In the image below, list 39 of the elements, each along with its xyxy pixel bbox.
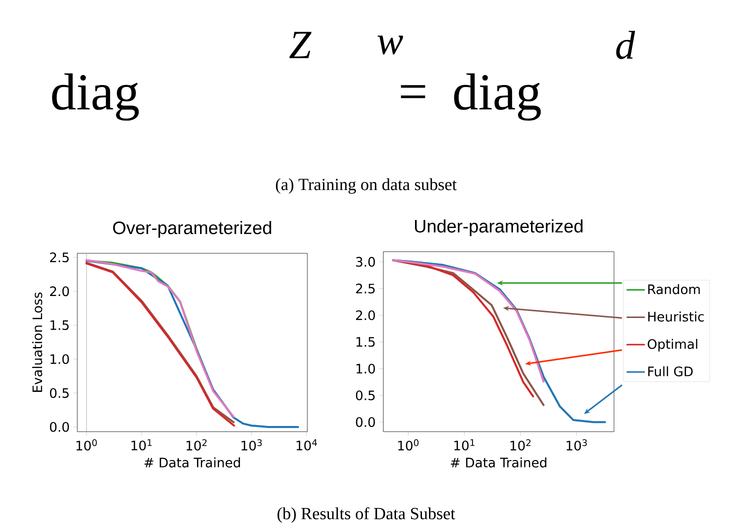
y-tick-label: 2.0 (356, 310, 375, 320)
y-tick-label: 0.5 (356, 390, 375, 400)
chart-title: Over-parameterized (113, 220, 272, 238)
y-tick-label: 2.5 (50, 252, 69, 262)
y-tick-label: 0.0 (356, 417, 375, 428)
x-tick-label: 10$^{1}$ (132, 439, 152, 450)
y-tick-label: 0.0 (50, 422, 69, 432)
text: Z (289, 32, 312, 58)
y-axis-title: Evaluation Loss (32, 292, 42, 392)
x-tick-label: 10$^{3}$ (566, 439, 587, 451)
legend-label: Heuristic (648, 312, 704, 322)
text: diag (52, 73, 139, 121)
y-tick-label: 1.0 (50, 354, 69, 364)
text: (b) Results of Data Subset (278, 507, 456, 523)
x-tick-label: 10$^{1}$ (454, 439, 474, 450)
text: w (378, 36, 404, 54)
y-tick-label: 0.5 (50, 388, 69, 398)
x-axis-title: # Data Trained (144, 457, 240, 468)
text: diag (454, 73, 541, 121)
text: d (616, 30, 636, 60)
legend-label: Random (648, 284, 700, 294)
y-tick-label: 2.5 (356, 284, 375, 294)
y-tick-label: 1.5 (50, 320, 69, 330)
x-tick-label: 10$^{0}$ (76, 439, 97, 451)
x-tick-label: 10$^{4}$ (296, 439, 317, 450)
legend-label: Optimal (648, 338, 698, 352)
text: (a) Training on data subset (276, 178, 457, 194)
x-tick-label: 10$^{3}$ (242, 439, 262, 451)
x-tick-label: 10$^{0}$ (398, 439, 419, 451)
x-tick-label: 10$^{2}$ (510, 439, 531, 451)
y-tick-label: 1.5 (356, 337, 375, 347)
x-tick-label: 10$^{2}$ (186, 439, 207, 451)
legend-label: Full GD (648, 366, 693, 376)
chart-title: Under-parameterized (415, 219, 582, 236)
y-tick-label: 3.0 (356, 256, 375, 267)
y-tick-label: 1.0 (356, 364, 375, 374)
x-axis-title: # Data Trained (450, 457, 546, 468)
y-tick-label: 2.0 (50, 286, 69, 296)
text: = (400, 85, 426, 98)
